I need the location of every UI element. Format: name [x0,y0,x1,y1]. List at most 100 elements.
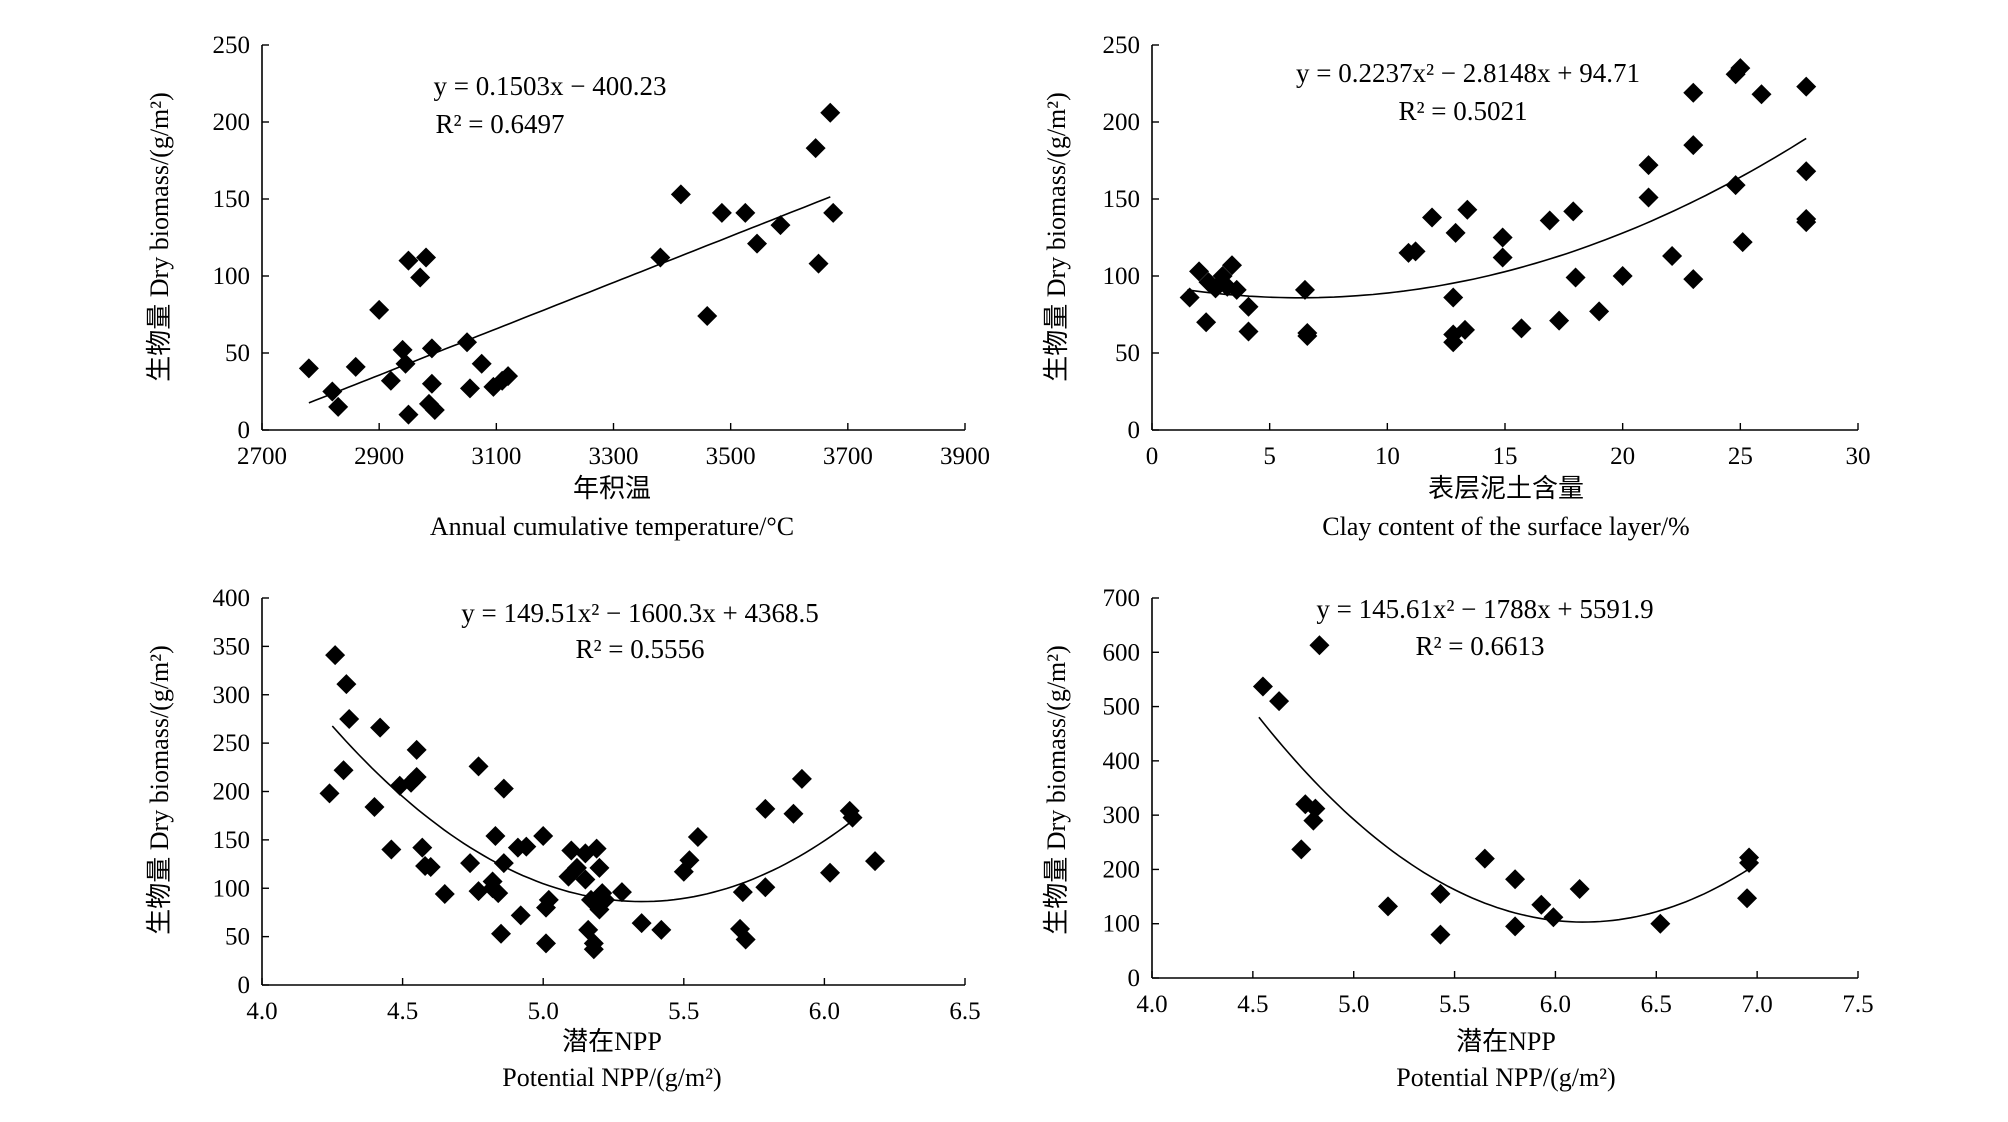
fit-equation: y = 0.2237x² − 2.8148x + 94.71 [1296,58,1640,88]
data-point [1612,266,1633,286]
y-tick-label: 500 [1103,694,1141,721]
data-point [1238,321,1259,342]
x-axis-label-en: Potential NPP/(g/m²) [502,1063,721,1092]
data-point [1563,201,1584,222]
fit-curve [1187,137,1807,299]
data-point [1492,227,1513,248]
x-tick-label: 3300 [589,443,639,470]
data-point [488,883,509,904]
data-point [1683,135,1704,156]
data-point [459,378,480,399]
x-tick-label: 5.0 [528,998,559,1025]
data-point [865,851,886,872]
data-point [416,247,437,268]
y-tick-label: 400 [1103,748,1141,775]
data-point [1430,883,1451,904]
x-axis-label-en: Clay content of the surface layer/% [1322,512,1689,541]
data-point [339,708,360,729]
data-point [1505,916,1526,937]
y-tick-label: 0 [1128,417,1141,444]
data-point [536,933,557,954]
data-point [1445,222,1466,243]
fit-equation: y = 149.51x² − 1600.3x + 4368.5 [461,598,819,628]
data-point [533,826,554,847]
data-point [1751,84,1772,105]
y-tick-label: 50 [225,340,250,367]
data-point [370,717,391,738]
y-tick-label: 300 [213,682,251,709]
data-point [589,857,610,878]
x-tick-label: 5.5 [668,998,699,1025]
y-tick-label: 400 [213,585,251,612]
data-point [1305,798,1326,819]
y-tick-label: 100 [1103,911,1141,938]
data-point [1405,241,1426,262]
data-point [1378,896,1399,917]
data-point [398,250,419,271]
y-axis-label: 生物量 Dry biomass/(g/m²) [1042,645,1071,934]
data-point [424,399,445,420]
y-tick-label: 250 [213,32,251,59]
x-axis-label-en: Annual cumulative temperature/°C [430,512,794,541]
data-point [369,299,390,320]
data-point [1457,199,1478,220]
data-point [406,766,427,787]
y-tick-label: 150 [213,827,251,854]
data-point [498,366,519,387]
data-point [1222,255,1243,276]
data-point [319,783,340,804]
x-tick-label: 4.5 [1237,991,1268,1018]
x-tick-label: 4.0 [1136,991,1167,1018]
data-point [1252,676,1273,697]
data-point [1683,82,1704,103]
y-tick-label: 150 [1103,186,1141,213]
data-point [1309,635,1330,656]
data-point [406,739,427,760]
data-point [1662,245,1683,266]
data-point [1238,296,1259,317]
data-point [395,353,416,374]
y-tick-label: 0 [238,972,251,999]
data-point [1179,287,1200,308]
y-tick-label: 100 [1103,263,1141,290]
data-point [735,202,756,223]
data-point [325,645,346,666]
data-point [1297,326,1318,347]
data-point [491,923,512,944]
x-tick-label: 7.0 [1742,991,1773,1018]
data-point [820,862,841,883]
data-point [380,370,401,391]
x-tick-label: 3700 [823,443,873,470]
data-point [1638,187,1659,208]
fit-curve [308,196,831,404]
x-tick-label: 6.0 [809,998,840,1025]
data-point [1443,287,1464,308]
data-point [611,882,632,903]
x-axis-label-cn: 表层泥土含量 [1428,474,1584,503]
data-point [1543,907,1564,928]
data-point [670,184,691,205]
data-point [468,756,489,777]
data-point [510,905,531,926]
data-point [1492,247,1513,268]
x-axis-label-cn: 潜在NPP [562,1027,662,1056]
y-tick-label: 300 [1103,802,1141,829]
y-tick-label: 100 [213,875,251,902]
y-tick-label: 200 [1103,109,1141,136]
data-point [1725,175,1746,196]
data-point [687,826,708,847]
y-tick-label: 250 [213,730,251,757]
data-point [747,233,768,254]
x-axis-label-cn: 年积温 [573,474,651,503]
fit-r-squared: R² = 0.6497 [435,109,564,139]
x-axis-label-en: Potential NPP/(g/m²) [1396,1063,1615,1092]
x-tick-label: 30 [1846,443,1871,470]
data-point [755,877,776,898]
data-point [381,839,402,860]
data-point [1539,210,1560,231]
data-point [364,796,385,817]
data-point [398,404,419,425]
data-point [1474,848,1495,869]
data-point [516,836,537,857]
data-point [410,267,431,288]
